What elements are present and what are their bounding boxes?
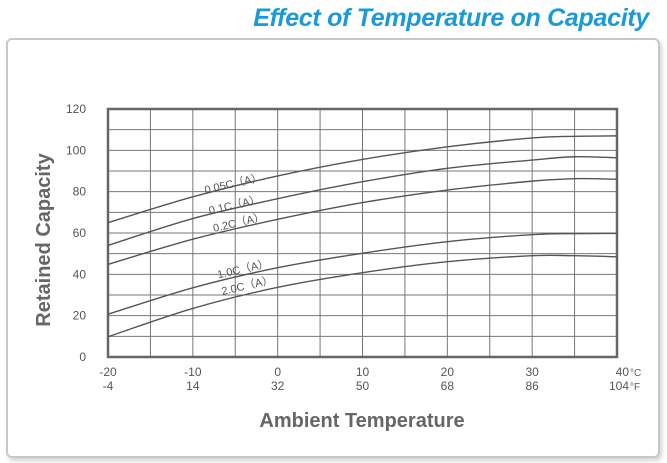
- x-tick-label-celsius: 40: [616, 365, 630, 379]
- y-tick-label: 60: [73, 226, 87, 240]
- series-line: [107, 232, 618, 315]
- series-line: [107, 177, 618, 266]
- x-tick-label-celsius: 30: [525, 365, 539, 379]
- x-tick-label-fahrenheit: 14: [186, 379, 200, 393]
- series-line: [107, 135, 618, 224]
- x-tick-label-celsius: -10: [184, 365, 202, 379]
- x-tick-label-fahrenheit: -4: [103, 379, 114, 393]
- y-tick-label: 20: [73, 309, 87, 323]
- y-axis-label: Retained Capacity: [33, 152, 55, 326]
- x-tick-label-fahrenheit: 32: [271, 379, 285, 393]
- y-tick-label: 80: [73, 185, 87, 199]
- y-tick-label: 120: [66, 102, 86, 116]
- x-unit-celsius: °C: [630, 368, 641, 379]
- x-tick-label-celsius: 10: [356, 365, 370, 379]
- x-axis-label: Ambient Temperature: [259, 410, 464, 432]
- plot-frame: [106, 107, 619, 359]
- y-tick-label: 40: [73, 267, 87, 281]
- series-line: [107, 254, 618, 338]
- x-tick-label-celsius: 0: [274, 365, 281, 379]
- x-tick-label-fahrenheit: 68: [441, 379, 455, 393]
- series-line: [107, 155, 618, 247]
- x-tick-label-celsius: -20: [99, 365, 117, 379]
- x-tick-label-fahrenheit: 86: [525, 379, 539, 393]
- x-tick-label-fahrenheit: 104: [609, 379, 629, 393]
- series-label: 0.05C（A）: [203, 171, 263, 197]
- x-unit-fahrenheit: °F: [630, 382, 640, 393]
- y-tick-label: 0: [79, 350, 86, 364]
- x-tick-label-celsius: 20: [441, 365, 455, 379]
- chart-title: Effect of Temperature on Capacity: [253, 4, 649, 32]
- y-tick-label: 100: [66, 143, 86, 157]
- x-tick-label-fahrenheit: 50: [356, 379, 370, 393]
